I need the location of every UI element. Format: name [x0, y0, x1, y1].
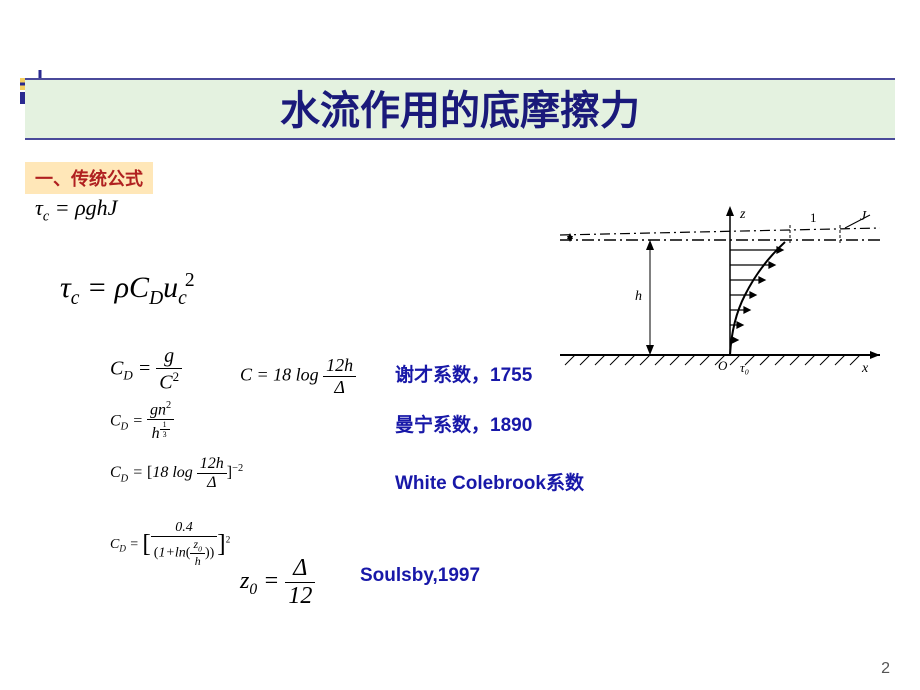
aux-equation-z0: z0 = Δ12 [240, 555, 315, 610]
flow-profile-diagram: z x O τ₀ h 1 J [540, 200, 885, 380]
cd-manning-formula: CD = gn2h13 [110, 400, 174, 443]
aux-equation-chezy-c: C = 18 log 12hΔ [240, 355, 356, 398]
left-brace: { [80, 345, 102, 605]
cd-chezy-formula: CD = gC2 [110, 345, 182, 395]
svg-text:z: z [739, 207, 746, 222]
svg-text:h: h [635, 289, 642, 304]
cd-white-colebrook-formula: CD = [18 log 12hΔ]−2 [110, 455, 243, 492]
cd-soulsby-formula: CD = [0.4(1+ln(z0h))]2 [110, 520, 230, 569]
svg-text:O: O [718, 358, 728, 373]
equation-tau-rho-cd-uc2: τc = ρCDuc2 [60, 270, 195, 310]
svg-text:τ₀: τ₀ [740, 360, 749, 375]
equation-tau-rho-ghj: τc = ρghJ [35, 195, 117, 225]
white-colebrook-label: White Colebrook系数 [395, 468, 584, 495]
svg-text:1: 1 [810, 210, 817, 225]
svg-text:x: x [861, 361, 869, 376]
section-heading: 一、传统公式 [25, 162, 153, 194]
chezy-label: 谢才系数，1755 [395, 360, 532, 387]
page-number: 2 [881, 660, 890, 678]
slide-title: 水流作用的底摩擦力 [25, 78, 895, 140]
svg-text:J: J [860, 209, 867, 224]
manning-label: 曼宁系数，1890 [395, 410, 532, 437]
soulsby-label: Soulsby,1997 [360, 565, 480, 587]
